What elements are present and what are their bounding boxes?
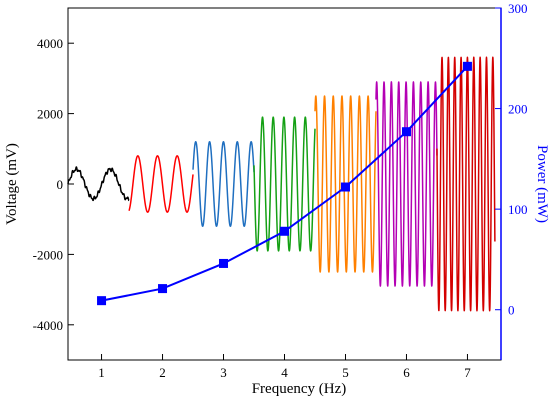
x-tick-label: 1 <box>98 365 105 380</box>
y2-tick-label: 100 <box>508 202 528 217</box>
voltage-axis: -4000 -2000 0 2000 4000 <box>33 36 74 333</box>
voltage-segment <box>436 56 496 312</box>
power-series <box>97 61 472 306</box>
voltage-segment <box>314 95 377 273</box>
y-tick-label: 4000 <box>37 36 63 51</box>
x-axis-label: Frequency (Hz) <box>252 381 347 397</box>
y-tick-label: -2000 <box>33 247 63 262</box>
power-point <box>219 258 229 268</box>
y2-tick-label: 200 <box>508 102 528 117</box>
voltage-segment <box>375 81 438 287</box>
y2-tick-label: 300 <box>508 1 528 16</box>
power-axis: 0 100 200 300 <box>495 1 528 318</box>
x-tick-label: 5 <box>342 365 349 380</box>
voltage-segment <box>128 155 194 213</box>
x-tick-label: 2 <box>159 365 166 380</box>
voltage-segment <box>67 166 130 202</box>
power-point <box>340 182 350 192</box>
voltage-segment <box>192 141 255 227</box>
power-point <box>401 127 411 137</box>
frequency-axis: 1 2 3 4 5 6 7 <box>98 354 471 380</box>
y-axis-label: Voltage (mV) <box>4 143 20 225</box>
voltage-waveform <box>67 56 496 312</box>
y-tick-label: -4000 <box>33 318 63 333</box>
x-tick-label: 7 <box>464 365 471 380</box>
x-tick-label: 6 <box>403 365 410 380</box>
x-tick-label: 4 <box>281 365 288 380</box>
power-point <box>280 226 289 236</box>
x-tick-label: 3 <box>220 365 227 380</box>
y2-tick-label: 0 <box>508 303 515 318</box>
power-point <box>97 296 107 306</box>
power-point <box>462 61 472 71</box>
power-point <box>158 284 168 294</box>
y-tick-label: 0 <box>57 177 64 192</box>
voltage-segment <box>253 116 316 252</box>
y-tick-label: 2000 <box>37 107 63 122</box>
y2-axis-label: Power (mW) <box>534 145 550 223</box>
